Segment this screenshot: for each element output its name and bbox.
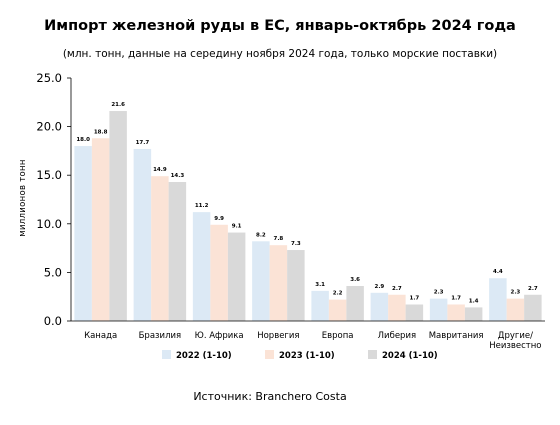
chart-title: Импорт железной руды в ЕС, январь-октябр… xyxy=(44,18,516,34)
bar-3-1 xyxy=(109,111,127,321)
bar-3-7 xyxy=(464,307,483,321)
bar-2-3 xyxy=(210,224,228,321)
data-label: 14.9 xyxy=(153,167,167,173)
x-tick-label: Норвегия xyxy=(257,331,299,341)
bar-3-3 xyxy=(227,232,246,321)
y-tick-label: 20.0 xyxy=(36,120,62,134)
bar-3-2 xyxy=(168,182,187,321)
bar-2-6 xyxy=(388,294,406,321)
data-labels-group: 18.0 17.7 11.2 8.2 3.1 2.9 2.3 4.4 18.8 14.9 9.9 7.… xyxy=(76,102,538,304)
data-label: 7.8 xyxy=(274,236,284,242)
bar-3-8 xyxy=(524,294,542,321)
x-tick-label: Другие/ xyxy=(498,331,533,341)
data-label: 4.4 xyxy=(493,269,503,275)
x-tick-label: Либерия xyxy=(378,331,416,341)
data-label: 17.7 xyxy=(136,140,150,146)
data-label: 14.3 xyxy=(171,173,185,179)
chart-subtitle: (млн. тонн, данные на середину ноября 20… xyxy=(63,48,497,60)
data-label: 2.2 xyxy=(333,291,343,297)
bar-2-8 xyxy=(506,298,525,321)
bar-3-6 xyxy=(405,304,424,321)
bars-group xyxy=(74,111,542,321)
x-tick-label: Бразилия xyxy=(139,331,182,341)
data-label: 9.1 xyxy=(232,224,242,230)
data-label: 9.9 xyxy=(214,216,224,222)
y-axis-ticks: 0.0 5.0 10.0 15.0 20.0 25.0 xyxy=(36,71,71,328)
bar-1-5 xyxy=(311,290,329,321)
data-label: 18.0 xyxy=(76,137,90,143)
source-note: Источник: Branchero Costa xyxy=(193,390,346,403)
data-label: 18.8 xyxy=(94,129,108,135)
y-tick-label: 0.0 xyxy=(44,314,62,328)
data-label: 1.7 xyxy=(451,295,461,301)
data-label: 7.3 xyxy=(291,241,301,247)
bar-2-1 xyxy=(91,138,110,321)
bar-1-1 xyxy=(74,146,92,321)
legend-swatch xyxy=(368,350,377,359)
bar-2-7 xyxy=(447,304,465,321)
y-tick-label: 5.0 xyxy=(44,265,62,279)
bar-1-6 xyxy=(370,292,389,321)
y-axis-label: миллионов тонн xyxy=(18,159,28,236)
legend-label: 2023 (1-10) xyxy=(279,351,335,361)
legend-label: 2024 (1-10) xyxy=(382,351,438,361)
bar-1-4 xyxy=(252,241,270,321)
data-label: 8.2 xyxy=(256,232,266,238)
data-label: 2.3 xyxy=(511,290,521,296)
bar-2-5 xyxy=(328,299,347,321)
legend-label: 2022 (1-10) xyxy=(176,351,232,361)
y-tick-label: 10.0 xyxy=(36,217,62,231)
legend-swatch xyxy=(162,350,171,359)
bar-3-5 xyxy=(346,286,364,321)
bar-1-7 xyxy=(429,298,448,321)
y-tick-label: 15.0 xyxy=(36,168,62,182)
legend-swatch xyxy=(265,350,274,359)
y-tick-label: 25.0 xyxy=(36,71,62,85)
data-label: 1.4 xyxy=(469,298,479,304)
x-axis-category-labels: Канада Бразилия Ю. Африка Норвегия Европа Либ… xyxy=(84,331,541,351)
data-label: 2.7 xyxy=(392,286,402,292)
bar-1-2 xyxy=(133,148,152,321)
bar-1-3 xyxy=(192,212,211,321)
x-tick-label: Ю. Африка xyxy=(195,331,244,341)
data-label: 2.9 xyxy=(375,284,385,290)
data-label: 3.1 xyxy=(315,282,325,288)
x-tick-label: Неизвестно xyxy=(489,341,541,351)
data-label: 2.3 xyxy=(434,290,444,296)
bar-3-4 xyxy=(287,250,305,321)
data-label: 3.6 xyxy=(350,277,360,283)
x-tick-label: Европа xyxy=(322,331,354,341)
data-label: 21.6 xyxy=(111,102,125,108)
bar-2-2 xyxy=(151,176,169,321)
bar-2-4 xyxy=(269,245,288,321)
bar-1-8 xyxy=(489,278,507,321)
data-label: 1.7 xyxy=(410,295,420,301)
legend: 2022 (1-10) 2023 (1-10) 2024 (1-10) xyxy=(162,350,438,361)
x-tick-label: Канада xyxy=(84,331,117,341)
x-tick-label: Мавритания xyxy=(429,331,484,341)
data-label: 11.2 xyxy=(195,203,209,209)
data-label: 2.7 xyxy=(528,286,538,292)
